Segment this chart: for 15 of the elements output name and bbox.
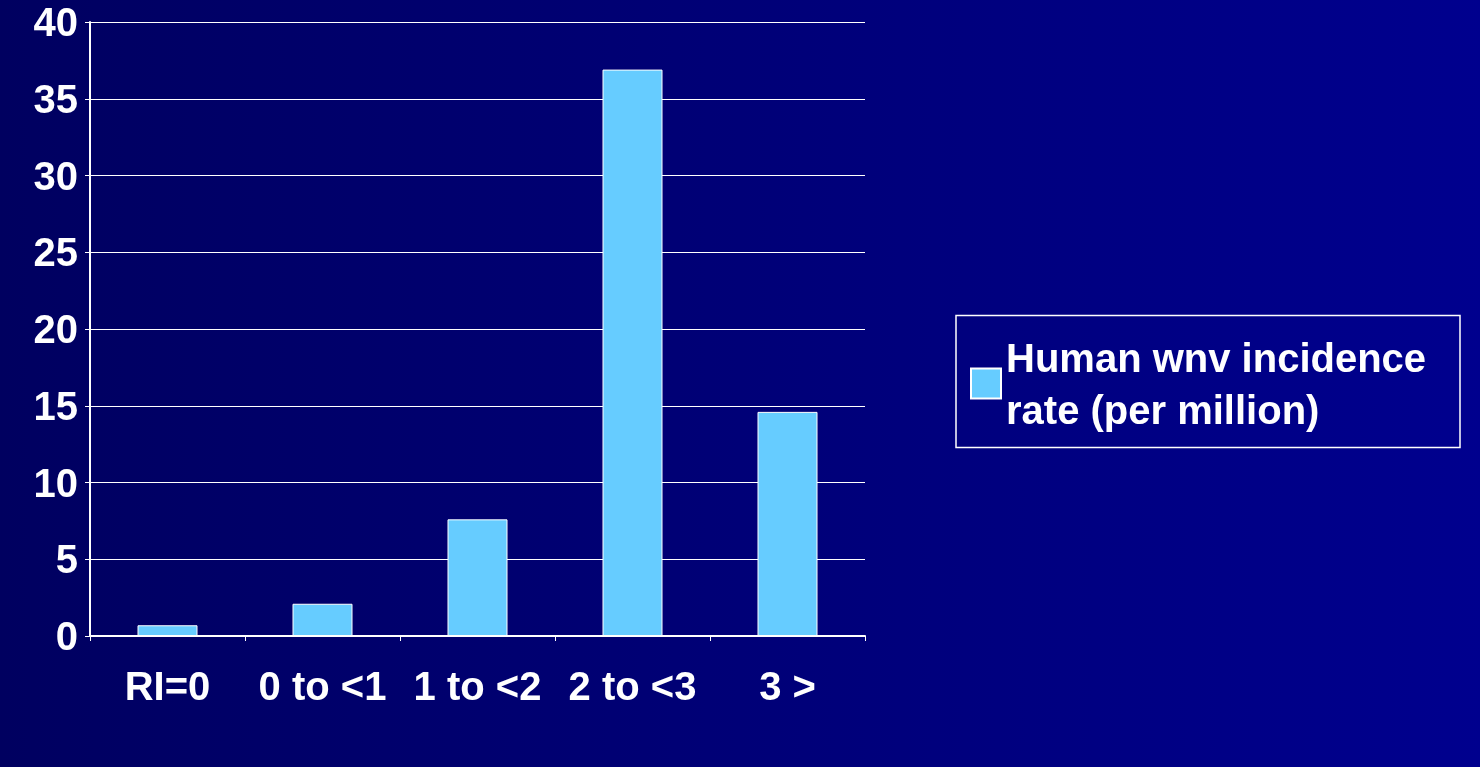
legend-label: Human wnv incidence rate (per million) bbox=[1006, 335, 1438, 432]
y-tick-label: 0 bbox=[55, 614, 78, 658]
y-tick-label: 40 bbox=[33, 0, 78, 44]
x-tick-label: RI=0 bbox=[124, 664, 211, 708]
y-tick-label: 20 bbox=[33, 307, 78, 351]
y-tick-label: 5 bbox=[55, 537, 78, 582]
x-tick-label: 3 > bbox=[759, 664, 816, 708]
x-tick-label: 1 to <2 bbox=[413, 664, 542, 708]
y-tick-label: 10 bbox=[33, 460, 78, 505]
y-tick-label: 25 bbox=[33, 230, 78, 275]
y-tick-label: 15 bbox=[33, 383, 78, 428]
y-tick-label: 30 bbox=[33, 153, 78, 198]
x-tick-label: 0 to <1 bbox=[258, 664, 387, 708]
y-tick-label: 35 bbox=[33, 76, 78, 121]
x-tick-label: 2 to <3 bbox=[568, 664, 697, 708]
